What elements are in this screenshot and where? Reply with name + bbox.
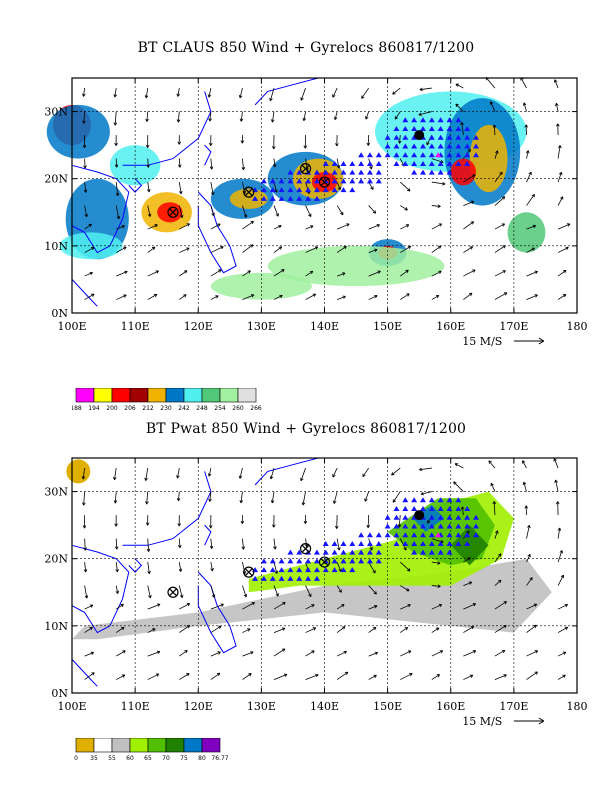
vector-reference-label: 15 M/S [462,335,502,348]
colorbar-label: 242 [178,405,190,412]
field-shading [66,459,552,640]
lon-label: 100E [57,320,86,333]
lon-label: 140E [310,320,339,333]
gridlines [72,78,577,313]
colorbar-swatch [219,388,239,403]
colorbar-label: 35 [90,755,98,762]
colorbar-label: 206 [124,405,136,412]
tc-symbol-4 [318,556,331,568]
tc-symbol-3 [299,543,312,555]
lon-label: 130E [247,700,276,713]
colorbar-label: 194 [88,405,100,412]
lon-label: 160E [436,700,465,713]
typhoon-symbol [414,130,425,141]
tc-symbol-1 [167,206,179,218]
colorbar-label: 75 [180,755,188,762]
colorbar-swatch [201,738,221,753]
colorbar-swatch [111,738,131,753]
lon-label: 170E [499,320,528,333]
vector-reference-arrow [513,717,545,725]
colorbar-label: 65 [144,755,152,762]
colorbar-label: 230 [160,405,172,412]
gyre-triangles [252,497,479,581]
wind-vectors [81,458,569,680]
colorbar-label: 80 [198,755,206,762]
tc-symbol-3 [299,163,312,175]
tc-symbol-2 [243,186,255,198]
typhoon-symbol [414,510,425,521]
gyre-center-marker [435,532,442,538]
axis-ticks [71,78,578,314]
colorbar-swatch [237,388,257,403]
lon-label: 140E [310,700,339,713]
lat-label: 30N [44,486,68,499]
colorbar-swatch [147,738,167,753]
colorbar-label: 0 [74,755,78,762]
colorbar-swatch [93,738,113,753]
lon-label: 110E [121,700,150,713]
lon-label: 150E [373,320,402,333]
colorbar-swatch [111,388,131,403]
lat-label: 30N [44,106,68,119]
colorbar-swatch [165,738,185,753]
gyre-center-marker [435,152,442,158]
axis-ticks [71,458,578,694]
tc-symbol-4 [318,176,331,188]
lon-label: 150E [373,700,402,713]
colorbar-label: 260 [232,405,244,412]
colorbar-label: 60 [126,755,134,762]
colorbar-label: 188 [72,405,82,412]
lon-label: 180 [567,320,588,333]
gridlines [72,458,577,693]
lat-label: 20N [44,553,68,566]
vector-reference-arrow [513,337,545,345]
colorbar-swatch [93,388,113,403]
tc-symbol-1 [167,586,179,598]
tc-symbol-2 [243,566,255,578]
lon-label: 160E [436,320,465,333]
colorbar-label: 70 [162,755,170,762]
lat-label: 10N [44,240,68,253]
lon-label: 180 [567,700,588,713]
colorbar-swatch [183,738,203,753]
colorbar-label: 55 [108,755,116,762]
colorbar-label: 200 [106,405,118,412]
colorbar-swatch [75,388,95,403]
colorbar-swatch [147,388,167,403]
lon-label: 120E [184,700,213,713]
colorbar-label: 248 [196,405,208,412]
lon-label: 170E [499,700,528,713]
lat-label: 20N [44,173,68,186]
panel-2-colorbar: 0 35 55 60 65 70 75 80 76.77 [74,738,229,762]
lon-label: 130E [247,320,276,333]
colorbar-label: 76.77 [211,755,228,762]
lat-label: 10N [44,620,68,633]
panel-1-title: BT CLAUS 850 Wind + Gyrelocs 860817/1200 [137,40,475,56]
colorbar-swatch [129,738,149,753]
colorbar-label: 212 [142,405,154,412]
colorbar-swatch [183,388,203,403]
lat-label: 0N [51,307,68,320]
colorbar-swatch [201,388,221,403]
colorbar-label: 266 [250,405,262,412]
lon-label: 120E [184,320,213,333]
colorbar-swatch [129,388,149,403]
lon-label: 100E [57,700,86,713]
lon-label: 110E [121,320,150,333]
panel-1-colorbar: 188 194 200 206 212 230 242 248 254 260 266 [72,388,262,412]
colorbar-swatch [75,738,95,753]
lat-label: 0N [51,687,68,700]
colorbar-label: 254 [214,405,226,412]
colorbar-swatch [165,388,185,403]
panel-2-title: BT Pwat 850 Wind + Gyrelocs 860817/1200 [145,421,467,437]
coastline [71,457,319,687]
vector-reference-label: 15 M/S [462,715,502,728]
